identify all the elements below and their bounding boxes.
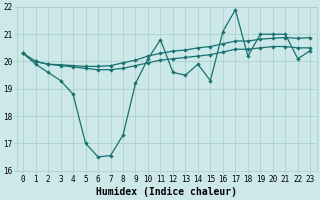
X-axis label: Humidex (Indice chaleur): Humidex (Indice chaleur) [96,186,237,197]
